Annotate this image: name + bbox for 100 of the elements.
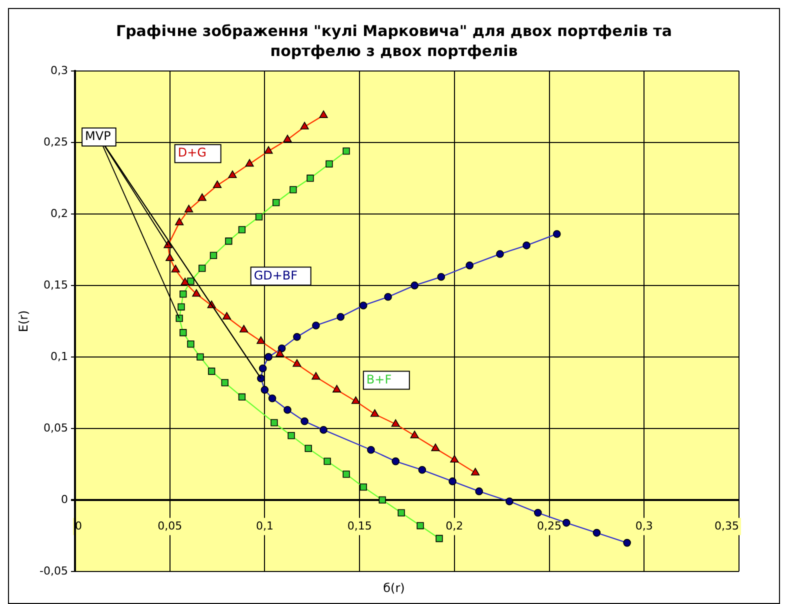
y-tick-label: 0,2 (50, 206, 68, 220)
point (264, 353, 272, 361)
point (283, 134, 292, 142)
y-tick-label: 0,1 (50, 350, 68, 363)
point (176, 314, 183, 322)
point (306, 174, 314, 182)
text: GD+BF (254, 268, 298, 282)
y-axis-title: E(r) (16, 310, 30, 332)
annotation: MVP (85, 129, 111, 144)
point (210, 252, 218, 260)
point (255, 213, 263, 220)
y-tick-label: 0,15 (44, 278, 68, 292)
y-tick-label: 0,25 (44, 135, 68, 148)
point (552, 230, 561, 238)
point (228, 170, 237, 178)
point (256, 336, 266, 344)
point (324, 458, 331, 465)
y-tick-label: 0,3 (50, 64, 68, 77)
x-tick-label: 0,3 (635, 519, 653, 532)
point (623, 538, 631, 547)
point (319, 110, 328, 118)
point (378, 496, 386, 504)
point (264, 146, 273, 154)
point (332, 384, 342, 392)
point (164, 240, 172, 248)
point (392, 457, 400, 466)
point (312, 322, 320, 330)
point (466, 262, 474, 270)
x-tick-label: 0,35 (714, 519, 739, 532)
point (506, 497, 514, 506)
point (336, 313, 344, 321)
point (208, 368, 216, 375)
point (192, 289, 201, 297)
point (257, 374, 265, 382)
point (448, 477, 456, 486)
point (238, 393, 246, 401)
x-tick-label: 0,2 (446, 519, 464, 532)
y-tick-label: -0,05 (40, 564, 68, 578)
point (522, 242, 530, 250)
point (187, 278, 194, 285)
y-tick-label: 0 (61, 492, 68, 506)
point (258, 364, 267, 372)
point (562, 518, 570, 527)
x-tick-label: 0,05 (158, 519, 182, 532)
point (436, 534, 443, 542)
x-tick-label: 0,25 (537, 519, 562, 532)
point (166, 253, 174, 261)
point (351, 396, 360, 404)
point (359, 302, 368, 310)
point (288, 432, 295, 440)
x-tick-label: 0 (75, 519, 82, 532)
point (212, 180, 222, 188)
point (410, 430, 419, 438)
point (431, 444, 440, 452)
point (342, 470, 350, 478)
point (370, 409, 380, 417)
point (410, 282, 418, 290)
point (180, 290, 187, 298)
point (238, 226, 246, 234)
point (534, 508, 542, 517)
point (270, 419, 278, 426)
point (496, 250, 504, 258)
point (180, 329, 187, 336)
point (300, 417, 308, 426)
point (184, 204, 194, 212)
point (225, 238, 232, 245)
point (326, 160, 333, 168)
point (260, 386, 269, 394)
point (171, 264, 180, 272)
point (416, 522, 424, 530)
point (198, 264, 206, 272)
point (471, 468, 480, 476)
point (222, 312, 232, 320)
point (450, 454, 459, 463)
point (398, 509, 405, 516)
point (437, 272, 446, 281)
point (187, 340, 194, 348)
point (312, 372, 320, 380)
x-axis-title: б(r) (382, 581, 406, 595)
point (367, 446, 375, 454)
point (292, 359, 302, 367)
point (272, 198, 280, 206)
point (276, 349, 284, 357)
point (391, 419, 400, 427)
point (300, 122, 309, 130)
point (178, 303, 185, 310)
x-tick-label: 0,15 (347, 519, 372, 532)
point (245, 159, 254, 167)
point (290, 186, 297, 194)
point (293, 333, 301, 341)
point (175, 218, 184, 226)
point (360, 483, 367, 491)
point (384, 292, 392, 301)
point (221, 379, 228, 386)
point (342, 147, 350, 155)
point (320, 426, 328, 434)
text: B+F (366, 372, 392, 386)
point (304, 444, 312, 452)
point (196, 353, 204, 361)
y-tick-label: 0,05 (44, 421, 68, 434)
